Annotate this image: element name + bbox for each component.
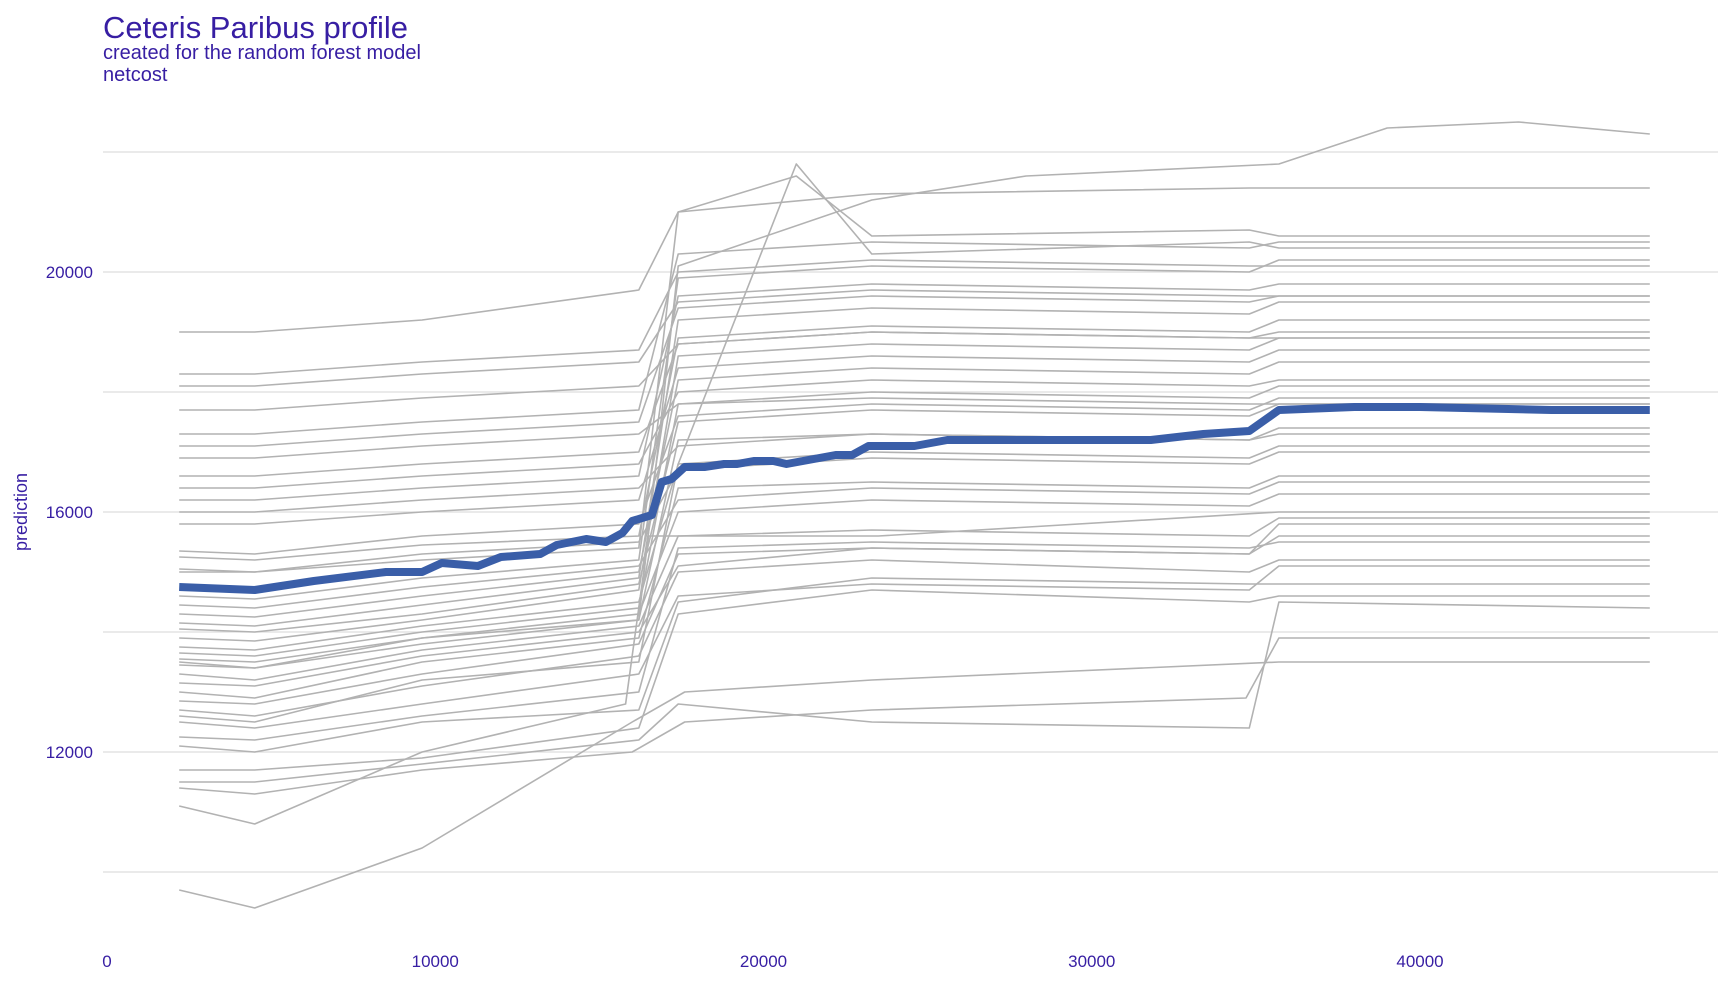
ice-profile-line (179, 301, 1650, 627)
ice-profile-line (179, 121, 1650, 669)
ice-profile-line (179, 331, 1650, 411)
ice-profile-line (179, 637, 1650, 795)
ice-profile-line (179, 337, 1650, 642)
x-tick-label: 20000 (740, 952, 787, 971)
ice-profile-line (179, 481, 1650, 609)
y-tick-label: 12000 (46, 743, 93, 762)
chart-subtitle-line-2: netcost (103, 64, 168, 86)
x-tick-label: 40000 (1396, 952, 1443, 971)
ice-profile-line (179, 349, 1650, 525)
y-tick-label: 16000 (46, 503, 93, 522)
ice-profile-line (179, 511, 1650, 825)
ice-profile-line (179, 523, 1650, 687)
ice-profile-line (179, 319, 1650, 561)
ice-profile-line (179, 565, 1650, 729)
ice-profile-line (179, 541, 1650, 741)
ice-profile-line (179, 379, 1650, 489)
ice-profile-line (179, 433, 1650, 513)
chart-title: Ceteris Paribus profile (103, 10, 408, 45)
axis-ticks: 0 10000 20000 30000 40000 12000 16000 20000 (46, 263, 1444, 971)
ice-profile-line (179, 601, 1650, 783)
ice-profile-line (179, 589, 1650, 771)
ice-profile-line (179, 535, 1650, 705)
mean-profile (179, 403, 1650, 594)
ice-profile-line (179, 493, 1650, 663)
ice-profile-line (179, 559, 1650, 717)
ice-profile-line (179, 187, 1650, 573)
ice-profile-line (179, 283, 1650, 501)
ice-profile-line (179, 259, 1650, 600)
ice-profiles (179, 121, 1650, 909)
x-tick-label: 30000 (1068, 952, 1115, 971)
x-tick-label: 10000 (412, 952, 459, 971)
ice-profile-line (179, 397, 1650, 555)
mean-profile-line (179, 403, 1650, 594)
ice-profile-line (179, 289, 1650, 387)
y-axis-label: prediction (11, 473, 31, 551)
y-tick-label: 20000 (46, 263, 93, 282)
ice-profile-line (179, 241, 1650, 435)
ice-profile-line (179, 475, 1650, 699)
x-tick-label: 0 (102, 952, 111, 971)
ice-profile-line (179, 427, 1650, 669)
ice-profile-line (179, 385, 1650, 657)
ice-profile-line (179, 175, 1650, 333)
ice-profile-line (179, 295, 1650, 447)
chart-subtitle-line-1: created for the random forest model (103, 42, 421, 64)
ice-profile-line (179, 403, 1650, 633)
ice-profile-line (179, 577, 1650, 753)
ice-profile-line (179, 361, 1650, 618)
ice-profile-line (179, 517, 1650, 681)
ice-profile-line (179, 661, 1650, 909)
ice-profile-line (179, 445, 1650, 651)
ice-profile-line (179, 397, 1650, 459)
